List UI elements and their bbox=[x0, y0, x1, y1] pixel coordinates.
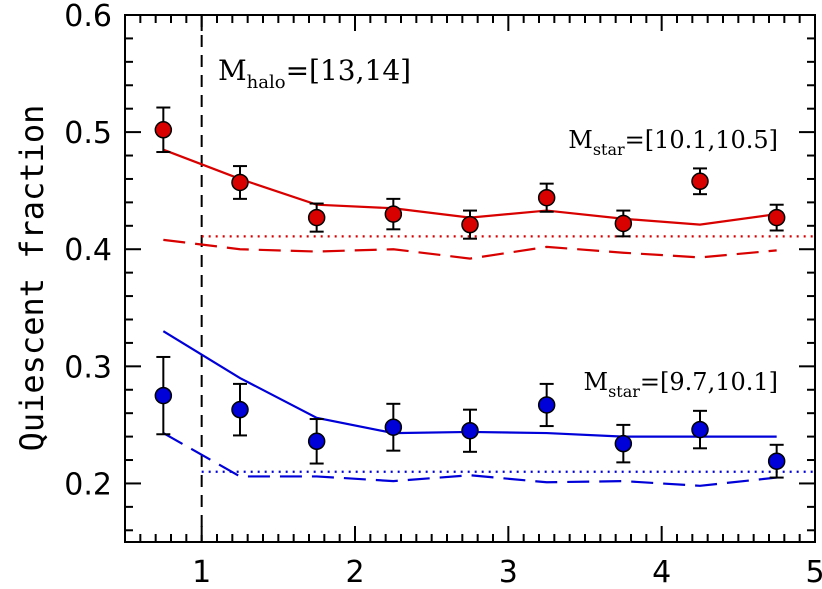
red-model-dashed-line bbox=[163, 238, 777, 260]
axis-ticks bbox=[124, 14, 816, 542]
plot-frame bbox=[124, 14, 816, 543]
red-data-point bbox=[614, 214, 633, 233]
red-series-label: Mstar=[10.1,10.5] bbox=[568, 126, 778, 159]
blue-series bbox=[154, 330, 815, 487]
blue-data-point bbox=[154, 386, 173, 405]
blue-data-point bbox=[384, 418, 403, 436]
blue-model-dashed-line bbox=[162, 432, 777, 487]
halo-annotation: Mhalo=[13,14] bbox=[218, 54, 411, 93]
blue-data-point bbox=[307, 432, 326, 451]
halo-annotation-subscript: halo bbox=[247, 72, 286, 93]
red-data-point bbox=[154, 121, 173, 139]
tick-labels: 1 2 3 4 5 0.2 0.3 0.4 0.5 0.6 bbox=[64, 0, 822, 589]
red-data-point bbox=[767, 208, 786, 227]
blue-label-symbol: M bbox=[584, 368, 609, 396]
red-series bbox=[154, 106, 815, 260]
series-layer bbox=[154, 106, 815, 487]
blue-data-point bbox=[461, 421, 479, 440]
red-data-point bbox=[461, 215, 479, 234]
x-tick-label: 2 bbox=[345, 555, 364, 589]
y-tick-label: 0.5 bbox=[64, 116, 112, 151]
x-tick-label: 5 bbox=[805, 555, 822, 589]
red-data-point bbox=[537, 188, 556, 207]
halo-annotation-range: =[13,14] bbox=[286, 54, 411, 87]
y-tick-label: 0.2 bbox=[64, 467, 112, 502]
blue-series-label: Mstar=[9.7,10.1] bbox=[584, 368, 778, 401]
blue-data-point bbox=[767, 452, 786, 470]
red-data-point bbox=[307, 208, 326, 227]
blue-label-range: =[9.7,10.1] bbox=[640, 368, 778, 396]
red-label-subscript: star bbox=[593, 140, 625, 159]
blue-data-point bbox=[691, 420, 709, 439]
x-tick-label: 1 bbox=[192, 555, 211, 589]
red-data-point bbox=[384, 205, 403, 223]
blue-data-point bbox=[614, 434, 633, 453]
y-tick-label: 0.6 bbox=[64, 0, 112, 34]
blue-data-point bbox=[231, 400, 249, 419]
halo-annotation-symbol: M bbox=[218, 54, 247, 87]
x-tick-label: 3 bbox=[499, 555, 518, 589]
red-data-point bbox=[691, 172, 709, 191]
blue-label-subscript: star bbox=[608, 382, 640, 401]
blue-data-point bbox=[537, 396, 556, 414]
y-tick-label: 0.4 bbox=[64, 233, 112, 268]
red-data-point bbox=[231, 173, 249, 192]
red-label-symbol: M bbox=[568, 126, 593, 154]
x-tick-label: 4 bbox=[652, 555, 671, 589]
y-tick-label: 0.3 bbox=[64, 350, 112, 385]
red-label-range: =[10.1,10.5] bbox=[625, 126, 778, 154]
y-axis-title: Quiescent fraction bbox=[13, 105, 51, 452]
